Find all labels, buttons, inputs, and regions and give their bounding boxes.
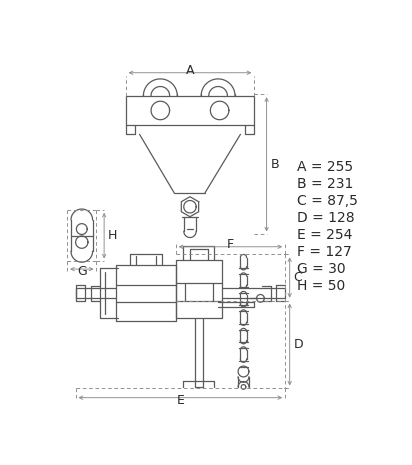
- Text: B = 231: B = 231: [297, 177, 354, 192]
- Text: C: C: [293, 271, 302, 284]
- Text: E = 254: E = 254: [297, 228, 353, 242]
- Text: C = 87,5: C = 87,5: [297, 194, 358, 208]
- Text: E: E: [176, 394, 184, 407]
- Text: G = 30: G = 30: [297, 262, 346, 276]
- Text: D: D: [293, 338, 303, 351]
- Text: D = 128: D = 128: [297, 211, 355, 225]
- Text: A: A: [186, 64, 194, 77]
- Text: A = 255: A = 255: [297, 160, 353, 174]
- Text: F: F: [227, 238, 234, 251]
- Text: H = 50: H = 50: [297, 279, 346, 293]
- Text: B: B: [270, 158, 279, 171]
- Text: G: G: [77, 265, 87, 278]
- Text: H: H: [108, 229, 117, 242]
- Text: F = 127: F = 127: [297, 245, 352, 259]
